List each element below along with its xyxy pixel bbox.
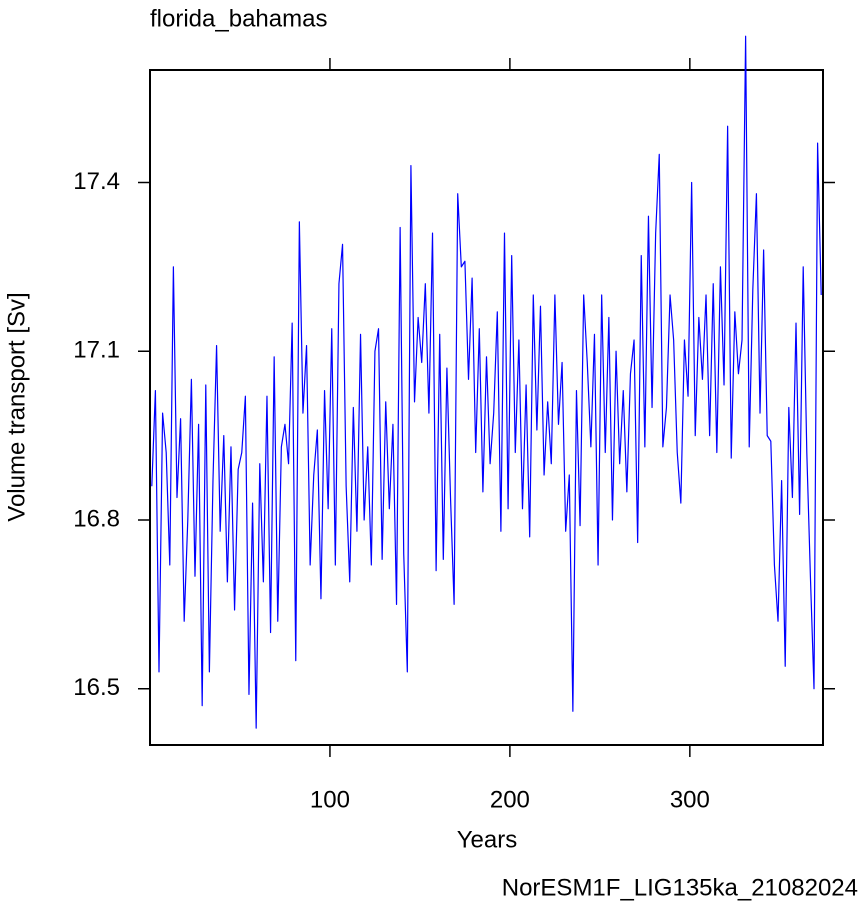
y-tick-label: 17.1 xyxy=(73,337,120,364)
data-line xyxy=(151,35,822,729)
plot-frame xyxy=(149,69,824,746)
y-axis-label: Volume transport [Sv] xyxy=(3,292,30,521)
x-tick-label: 300 xyxy=(670,786,710,813)
x-tick-label: 100 xyxy=(310,786,350,813)
y-tick-label: 16.8 xyxy=(73,505,120,532)
annotation: NorESM1F_LIG135ka_21082024 xyxy=(502,874,858,901)
y-tick-label: 16.5 xyxy=(73,674,120,701)
x-axis-label: Years xyxy=(457,826,518,853)
x-tick-label: 200 xyxy=(490,786,530,813)
y-tick-label: 17.4 xyxy=(73,168,120,195)
chart-title: florida_bahamas xyxy=(150,5,327,32)
